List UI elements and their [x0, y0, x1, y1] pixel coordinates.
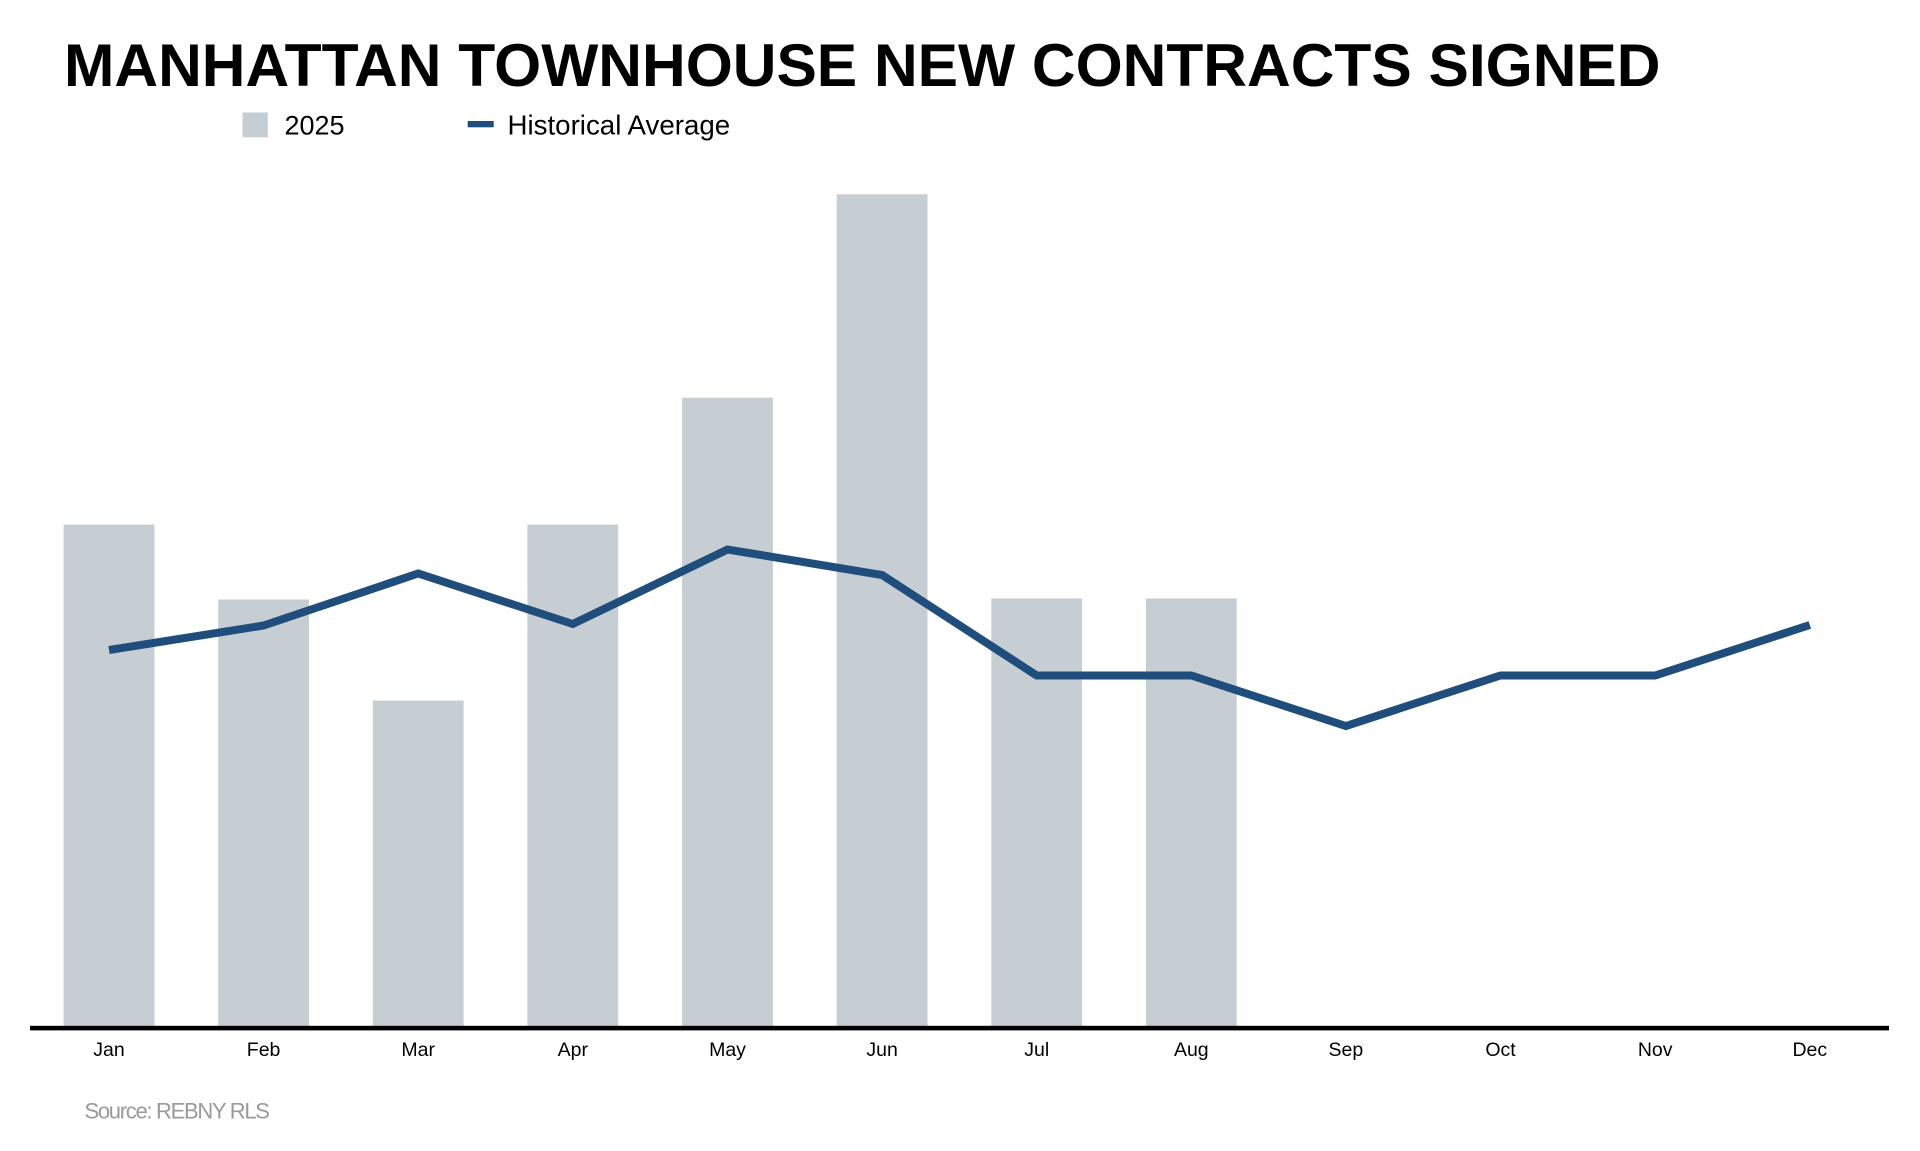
svg-text:Aug: Aug	[1174, 1039, 1209, 1061]
svg-text:Jan: Jan	[93, 1039, 124, 1061]
svg-text:Sep: Sep	[1329, 1039, 1364, 1061]
svg-text:Nov: Nov	[1638, 1039, 1673, 1061]
svg-text:Jun: Jun	[866, 1039, 897, 1061]
svg-text:Source: REBNY RLS: Source: REBNY RLS	[85, 1098, 270, 1123]
svg-text:Feb: Feb	[247, 1039, 281, 1061]
svg-text:2025: 2025	[285, 110, 345, 140]
svg-text:Mar: Mar	[401, 1039, 435, 1061]
svg-text:Jul: Jul	[1024, 1039, 1049, 1061]
svg-text:Oct: Oct	[1485, 1039, 1516, 1061]
svg-text:MANHATTAN TOWNHOUSE NEW CONTRA: MANHATTAN TOWNHOUSE NEW CONTRACTS SIGNED	[64, 31, 1660, 99]
svg-text:Historical Average: Historical Average	[508, 109, 731, 140]
svg-text:May: May	[709, 1039, 746, 1061]
svg-text:Apr: Apr	[558, 1039, 589, 1061]
svg-text:Dec: Dec	[1792, 1039, 1827, 1061]
